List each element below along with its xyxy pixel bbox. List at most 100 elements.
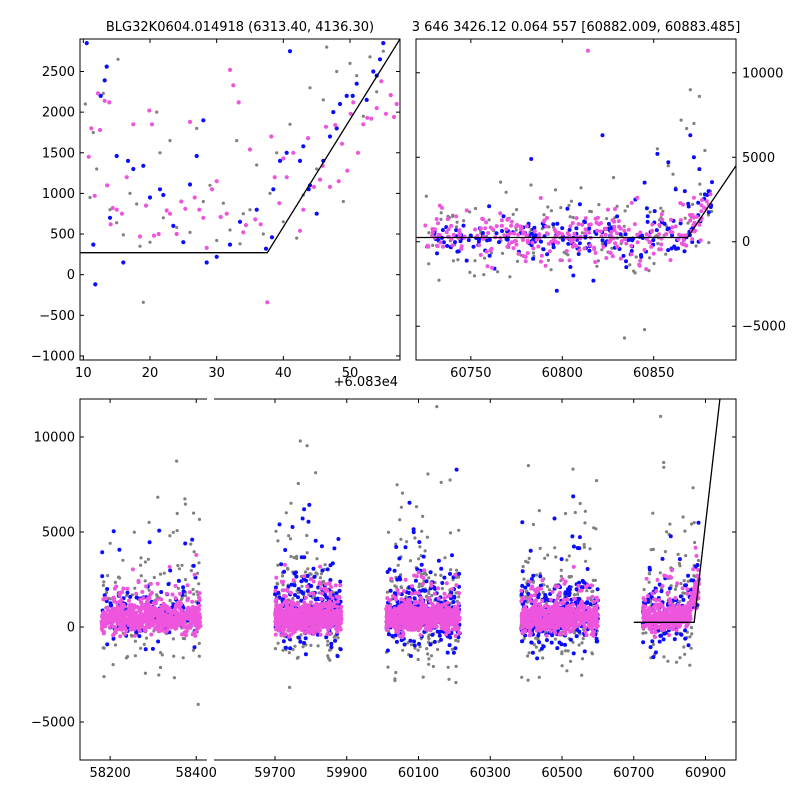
point-gray [101, 91, 105, 95]
point-pink [265, 300, 270, 305]
point-pink [698, 238, 703, 243]
point-gray [447, 677, 451, 681]
point-pink [118, 624, 123, 629]
point-blue [283, 645, 288, 650]
point-gray [276, 539, 280, 543]
point-blue [412, 639, 416, 644]
point-gray [571, 215, 575, 220]
point-gray [215, 238, 219, 243]
point-pink [579, 588, 584, 593]
point-blue [263, 246, 269, 251]
point-blue [437, 633, 442, 638]
point-blue [582, 219, 587, 224]
point-pink [423, 223, 428, 228]
point-pink [291, 150, 296, 155]
point-pink [629, 200, 634, 205]
point-gray [569, 199, 574, 203]
point-pink [170, 592, 175, 597]
point-blue [282, 569, 287, 574]
point-pink [284, 621, 289, 626]
point-pink [525, 238, 530, 243]
point-gray [118, 576, 122, 580]
point-gray [301, 645, 305, 649]
panel-top-left-xtick-label: 30 [208, 366, 225, 381]
point-gray [426, 472, 430, 476]
point-pink [284, 587, 289, 592]
point-gray [238, 242, 242, 246]
point-pink [282, 617, 287, 622]
point-blue [417, 641, 421, 646]
point-gray [659, 206, 663, 210]
point-blue [413, 578, 418, 583]
point-pink [420, 581, 425, 586]
point-blue [442, 575, 447, 580]
point-gray [132, 530, 136, 534]
point-gray [175, 225, 179, 230]
point-blue [150, 646, 155, 651]
point-blue [654, 228, 659, 233]
point-pink [413, 616, 417, 621]
point-pink [430, 233, 435, 238]
point-pink [113, 609, 118, 614]
point-gray [102, 646, 106, 650]
point-blue [629, 249, 634, 253]
point-pink [444, 581, 449, 586]
point-pink [182, 625, 187, 630]
point-blue [192, 645, 197, 650]
point-gray [143, 579, 147, 583]
point-pink [590, 594, 595, 599]
point-pink [100, 623, 105, 628]
point-pink [156, 231, 161, 237]
point-pink [279, 610, 283, 615]
point-gray [455, 220, 459, 224]
point-gray [276, 563, 280, 567]
point-gray [108, 597, 112, 601]
point-pink [440, 205, 444, 210]
panel-top-right-xtick-label: 60750 [450, 366, 491, 381]
point-blue [567, 591, 572, 596]
point-pink [430, 601, 435, 606]
point-blue [466, 238, 471, 243]
point-gray [418, 545, 422, 549]
point-blue [98, 93, 103, 98]
point-pink [281, 156, 286, 161]
point-blue [439, 637, 443, 642]
point-blue [545, 252, 550, 257]
point-pink [185, 625, 190, 630]
point-blue [570, 534, 575, 539]
point-pink [432, 591, 437, 596]
point-blue [541, 644, 546, 649]
point-pink [165, 627, 169, 632]
point-pink [583, 216, 588, 221]
point-gray [139, 556, 143, 560]
point-blue [468, 233, 473, 238]
point-gray [534, 645, 539, 649]
point-pink [624, 241, 629, 246]
point-pink [293, 613, 298, 618]
point-pink [137, 605, 142, 610]
point-pink [323, 582, 328, 587]
point-pink [439, 611, 444, 616]
point-blue [328, 578, 333, 582]
point-pink [188, 621, 193, 626]
point-gray [197, 561, 201, 565]
point-pink [457, 233, 462, 238]
point-pink [411, 621, 416, 626]
point-pink [515, 223, 520, 227]
point-pink [143, 203, 149, 208]
point-blue [156, 639, 161, 644]
point-pink [183, 206, 188, 211]
point-pink [281, 626, 285, 631]
point-gray [427, 662, 431, 666]
point-pink [410, 584, 414, 589]
point-gray [585, 589, 589, 593]
point-pink [122, 632, 127, 637]
point-gray [113, 580, 117, 585]
point-blue [568, 637, 573, 642]
point-pink [149, 632, 154, 637]
point-gray [181, 636, 185, 641]
point-blue [319, 544, 324, 549]
point-blue [181, 240, 186, 245]
point-pink [333, 123, 338, 128]
point-pink [296, 608, 301, 613]
